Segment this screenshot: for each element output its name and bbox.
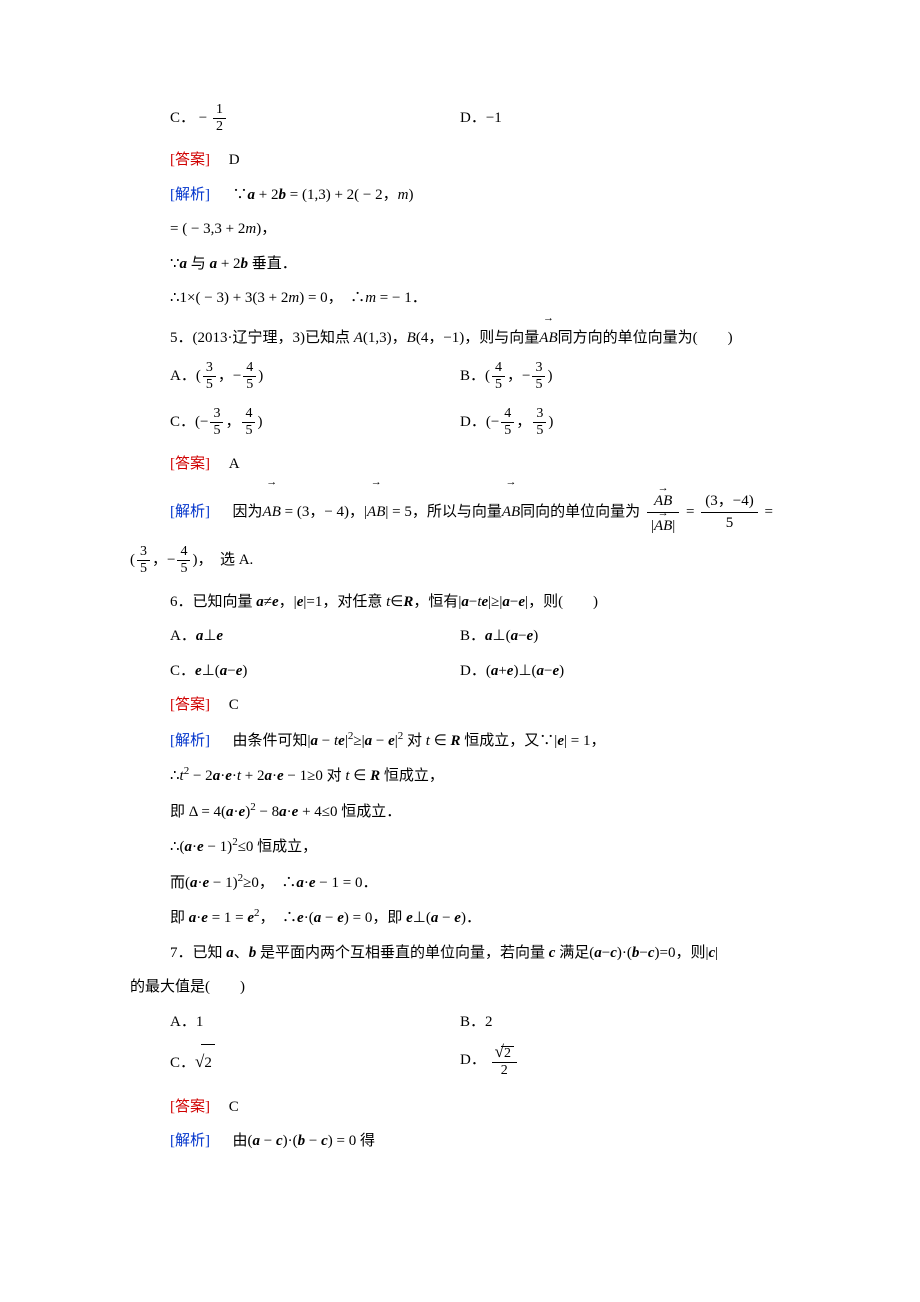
answer-label: [答案] bbox=[170, 456, 210, 472]
q7-exp-l1: [解析] 由(a − c)·(b − c) = 0 得 bbox=[130, 1127, 790, 1156]
q5-answer: [答案] A bbox=[130, 450, 790, 479]
explain-label: [解析] bbox=[170, 733, 210, 749]
vec-ab: AB bbox=[539, 321, 557, 353]
q6-opt-c: C．e⊥(a−e) bbox=[130, 657, 460, 686]
frac: 1 2 bbox=[213, 103, 226, 134]
q4-options-cd: C． − 1 2 D．−1 bbox=[130, 100, 790, 136]
q7-stem: 7．已知 a、b 是平面内两个互相垂直的单位向量，若向量 c 满足(a−c)·(… bbox=[130, 939, 790, 968]
q5-exp: [解析] 因为AB = (3，− 4)，|AB| = 5，所以与向量AB同向的单… bbox=[130, 485, 790, 536]
q7-opt-c: C．2 bbox=[130, 1042, 460, 1083]
q6-opt-b: B．a⊥(a−e) bbox=[460, 622, 790, 651]
q7-answer: [答案] C bbox=[130, 1093, 790, 1122]
q6-opt-d: D．(a+e)⊥(a−e) bbox=[460, 657, 790, 686]
q6-options-cd: C．e⊥(a−e) D．(a+e)⊥(a−e) bbox=[130, 657, 790, 686]
q6-answer: [答案] C bbox=[130, 691, 790, 720]
q7-options-cd: C．2 D． 2 2 bbox=[130, 1042, 790, 1083]
q5-opt-b: B．(45，−35) bbox=[460, 358, 790, 394]
q7-opt-b: B．2 bbox=[460, 1008, 790, 1037]
q6-opt-a: A．a⊥e bbox=[130, 622, 460, 651]
q5-opt-c: C．(−35，45) bbox=[130, 404, 460, 440]
answer-label: [答案] bbox=[170, 697, 210, 713]
q4-opt-d: D．−1 bbox=[460, 100, 790, 136]
bigfrac-vec: AB |AB| bbox=[647, 491, 679, 534]
answer-label: [答案] bbox=[170, 152, 210, 168]
q6-stem: 6．已知向量 a≠e，|e|=1，对任意 t∈R，恒有|a−te|≥|a−e|，… bbox=[130, 588, 790, 617]
q7-stem-tail: 的最大值是( ) bbox=[130, 973, 790, 1002]
answer-value: D bbox=[214, 152, 240, 168]
q5-opt-d: D．(−45，35) bbox=[460, 404, 790, 440]
neg: − bbox=[199, 110, 207, 126]
q5-options-cd: C．(−35，45) D．(−45，35) bbox=[130, 404, 790, 440]
q6-exp-l3: 即 Δ = 4(a·e)2 − 8a·e + 4≤0 恒成立． bbox=[130, 797, 790, 827]
q5-exp-tail: (35，−45)， 选 A. bbox=[130, 542, 790, 578]
q4-opt-c: C． − 1 2 bbox=[130, 100, 460, 136]
q4-exp-l1: [解析] ∵a + 2b = (1,3) + 2( − 2，m) bbox=[130, 181, 790, 210]
q6-exp-l1: [解析] 由条件可知|a − te|2≥|a − e|2 对 t ∈ R 恒成立… bbox=[130, 726, 790, 756]
q6-options-ab: A．a⊥e B．a⊥(a−e) bbox=[130, 622, 790, 651]
q4-exp-l3: ∵a 与 a + 2b 垂直． bbox=[130, 250, 790, 279]
q7-options-ab: A．1 B．2 bbox=[130, 1008, 790, 1037]
q5-options-ab: A．(35，−45) B．(45，−35) bbox=[130, 358, 790, 394]
q4-answer: [答案] D bbox=[130, 146, 790, 175]
q4-exp-l2: = ( − 3,3 + 2m)， bbox=[130, 215, 790, 244]
q5-stem: 5．(2013·辽宁理，3)已知点 A(1,3)，B(4，−1)，则与向量AB同… bbox=[130, 321, 790, 353]
bigfrac-num: (3，−4) 5 bbox=[701, 494, 757, 531]
q6-exp-l5: 而(a·e − 1)2≥0， ∴a·e − 1 = 0． bbox=[130, 868, 790, 898]
q6-exp-l4: ∴(a·e − 1)2≤0 恒成立， bbox=[130, 832, 790, 862]
explain-label: [解析] bbox=[170, 504, 210, 520]
q4-exp-l4: ∴1×( − 3) + 3(3 + 2m) = 0， ∴m = − 1． bbox=[130, 284, 790, 313]
q5-opt-a: A．(35，−45) bbox=[130, 358, 460, 394]
q7-opt-d: D． 2 2 bbox=[460, 1042, 790, 1083]
q6-exp-l6: 即 a·e = 1 = e2， ∴e·(a − e) = 0，即 e⊥(a − … bbox=[130, 903, 790, 933]
explain-label: [解析] bbox=[170, 1133, 210, 1149]
answer-label: [答案] bbox=[170, 1099, 210, 1115]
label: C． bbox=[170, 110, 195, 126]
q6-exp-l2: ∴t2 − 2a·e·t + 2a·e − 1≥0 对 t ∈ R 恒成立， bbox=[130, 761, 790, 791]
q7-opt-a: A．1 bbox=[130, 1008, 460, 1037]
explain-label: [解析] bbox=[170, 187, 210, 203]
